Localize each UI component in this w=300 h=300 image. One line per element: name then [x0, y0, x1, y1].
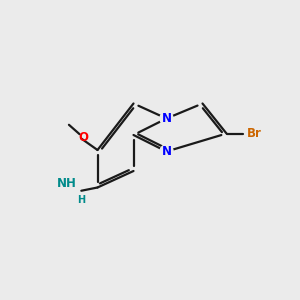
Text: N: N — [161, 112, 172, 125]
Text: N: N — [161, 145, 172, 158]
Circle shape — [160, 112, 173, 125]
Circle shape — [160, 145, 173, 158]
Text: H: H — [77, 195, 86, 205]
Text: NH: NH — [56, 177, 76, 190]
Text: Br: Br — [247, 127, 262, 140]
Text: O: O — [78, 130, 88, 144]
